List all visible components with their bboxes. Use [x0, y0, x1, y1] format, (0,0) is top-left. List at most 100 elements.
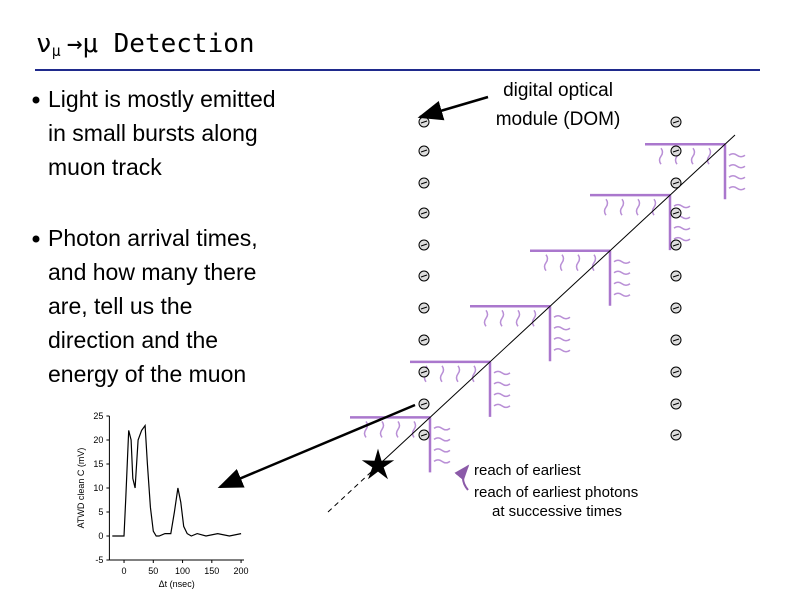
photon-wiggle [651, 198, 657, 216]
photon-wiggle [575, 254, 581, 272]
x-axis-label: Δt (nsec) [159, 579, 195, 589]
dom-mark [420, 274, 428, 278]
dom-mark [672, 370, 680, 374]
muon-track [377, 134, 736, 466]
bullet-text: direction and the [48, 327, 218, 353]
dom-mark [672, 402, 680, 406]
y-tick-label: 0 [98, 531, 103, 541]
x-tick-label: 0 [122, 566, 127, 576]
photon-wiggle [728, 174, 746, 180]
photon-wiggle [728, 185, 746, 191]
photon-wiggle [728, 163, 746, 169]
photon-wiggle [591, 254, 597, 272]
dom-mark [420, 370, 428, 374]
dom-mark [672, 274, 680, 278]
photon-wiggle [673, 236, 691, 242]
photon-wiggle [483, 309, 489, 327]
photon-wiggle [433, 459, 451, 464]
photon-front [470, 305, 552, 362]
photon-front [590, 193, 672, 251]
photon-wiggle [531, 309, 537, 327]
photon-wiggle [439, 365, 445, 383]
bullet-text: energy of the muon [48, 361, 246, 387]
dom-arrow [417, 95, 489, 121]
dom-mark [672, 243, 680, 247]
photon-wiggle [613, 292, 631, 297]
photon-wiggle [635, 198, 641, 216]
photon-wiggle [433, 426, 451, 431]
dom-mark [672, 433, 680, 437]
bullet-text: Photon arrival times, [48, 225, 258, 251]
photon-wiggle [493, 392, 511, 398]
y-tick-label: 20 [93, 435, 103, 445]
reach-arrow [454, 464, 470, 491]
y-tick-label: 15 [93, 459, 103, 469]
dom-mark [420, 211, 428, 215]
photon-wiggle [619, 198, 625, 216]
detector-diagram [327, 116, 746, 513]
neutrino-track [327, 465, 379, 513]
dom-label: module (DOM) [496, 109, 621, 130]
inset-chart: -5 0 5 10 15 20 25 0 50 100 150 200 Δt (nsec) ATWD cl… [76, 411, 249, 589]
title-nu: ν [36, 29, 52, 59]
photon-wiggle [543, 254, 549, 272]
photon-wiggle [613, 281, 631, 286]
photon-wiggle [673, 225, 691, 231]
bullet-text: and how many there [48, 259, 256, 285]
bullet-text: are, tell us the [48, 293, 192, 319]
slide-title: νμ →μ Detection [36, 29, 255, 60]
y-tick-label: -5 [95, 555, 103, 565]
dom-mark [672, 181, 680, 185]
x-tick-label: 50 [148, 566, 158, 576]
annotation: reach of earliest [474, 462, 582, 479]
dom-mark [420, 181, 428, 185]
photon-wiggle [559, 254, 565, 272]
photon-wiggle [455, 365, 461, 383]
photon-wiggle [553, 337, 571, 342]
interaction-star [361, 448, 395, 480]
photon-front [645, 142, 727, 200]
dom-mark [672, 149, 680, 153]
photon-wiggle [613, 259, 631, 264]
photon-wiggle [603, 198, 609, 216]
bullet-text: muon track [48, 154, 162, 180]
photon-wiggle [706, 147, 712, 165]
bullets: Light is mostly emitted in small bursts a… [32, 86, 276, 387]
photon-wiggle [613, 270, 631, 275]
dom-mark [672, 211, 680, 215]
dom-mark [420, 338, 428, 342]
dom-mark [672, 306, 680, 310]
dom-mark [420, 243, 428, 247]
photon-wiggle [728, 152, 746, 158]
annotation: at successive times [492, 503, 622, 520]
title-sub: μ [52, 42, 61, 60]
photon-wiggle [553, 326, 571, 331]
y-axis-label: ATWD clean C (mV) [76, 448, 86, 529]
x-tick-label: 200 [234, 566, 249, 576]
bullet-text: in small bursts along [48, 120, 258, 146]
photon-front [410, 360, 492, 417]
dom-mark [420, 402, 428, 406]
photon-front [530, 249, 612, 306]
dom-label: digital optical [503, 80, 613, 101]
dom-mark [672, 338, 680, 342]
photon-wiggle [363, 420, 369, 438]
dom-mark [420, 149, 428, 153]
bullet-dot [32, 235, 40, 243]
photon-wiggle [411, 420, 417, 438]
dom-mark [672, 120, 680, 124]
photon-wiggle [673, 203, 691, 209]
photon-wiggle [553, 348, 571, 353]
y-tick-label: 5 [98, 507, 103, 517]
y-tick-label: 25 [93, 411, 103, 421]
photon-wiggle [553, 315, 571, 320]
bullet-dot [32, 96, 40, 104]
bullet-text: Light is mostly emitted [48, 86, 276, 112]
photon-wiggle [499, 309, 505, 327]
annotation: reach of earliest photons [474, 484, 638, 501]
photon-wiggle [515, 309, 521, 327]
photon-wiggle [658, 147, 664, 165]
dom-mark [420, 306, 428, 310]
x-tick-label: 100 [175, 566, 190, 576]
